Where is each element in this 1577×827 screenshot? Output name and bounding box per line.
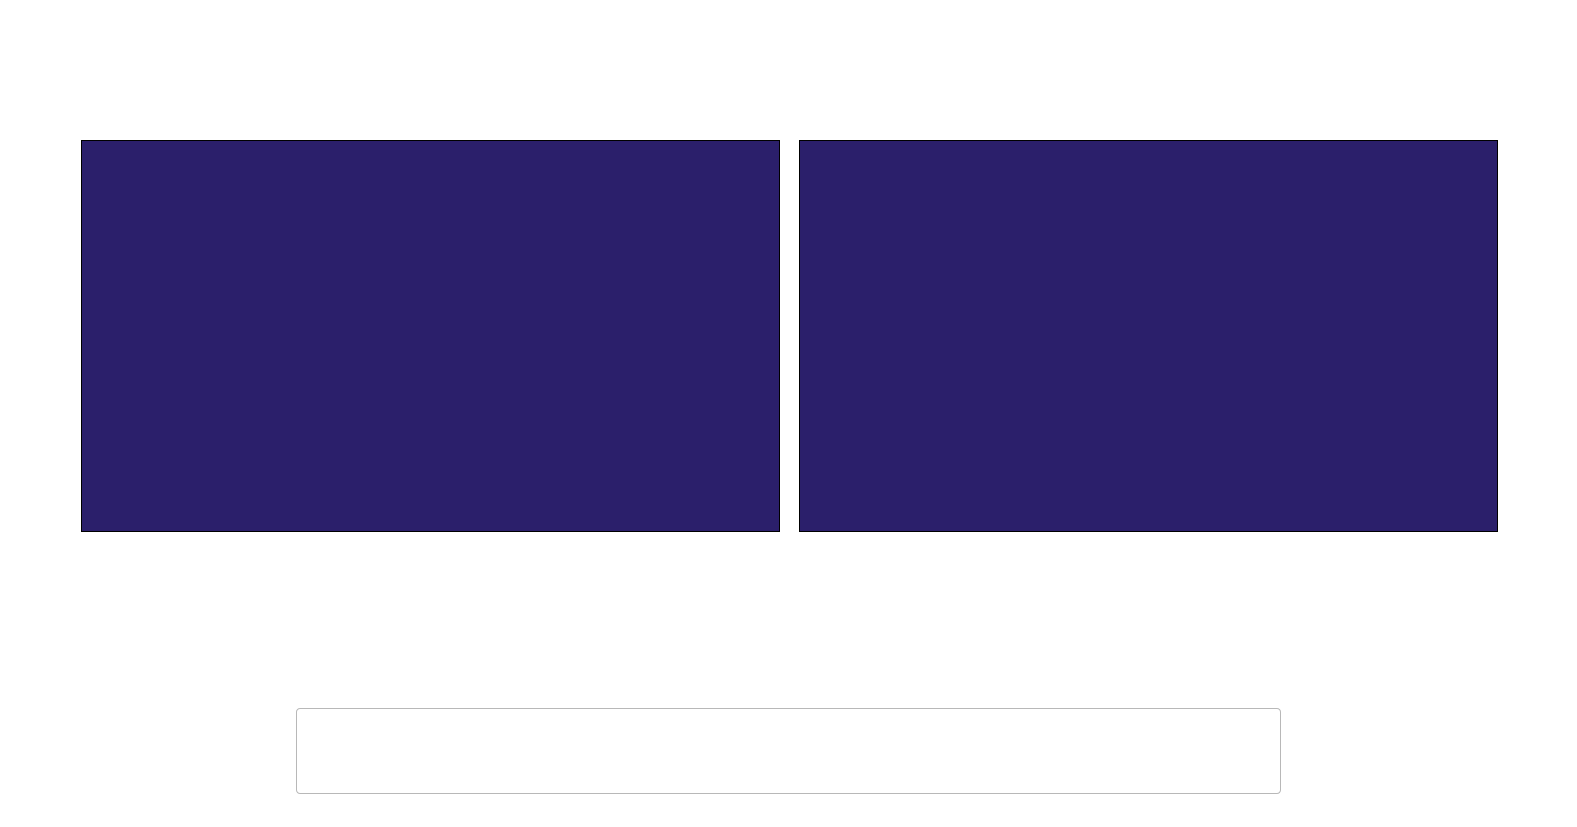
panel-title-rtofs: [81, 110, 778, 136]
map-panel-rtofs-parallel[interactable]: [799, 140, 1498, 532]
panel-title-rtofs-parallel: [799, 110, 1496, 136]
map-panel-rtofs[interactable]: [81, 140, 780, 532]
colorbar[interactable]: [0, 588, 1577, 622]
platform-legend[interactable]: [296, 708, 1281, 794]
